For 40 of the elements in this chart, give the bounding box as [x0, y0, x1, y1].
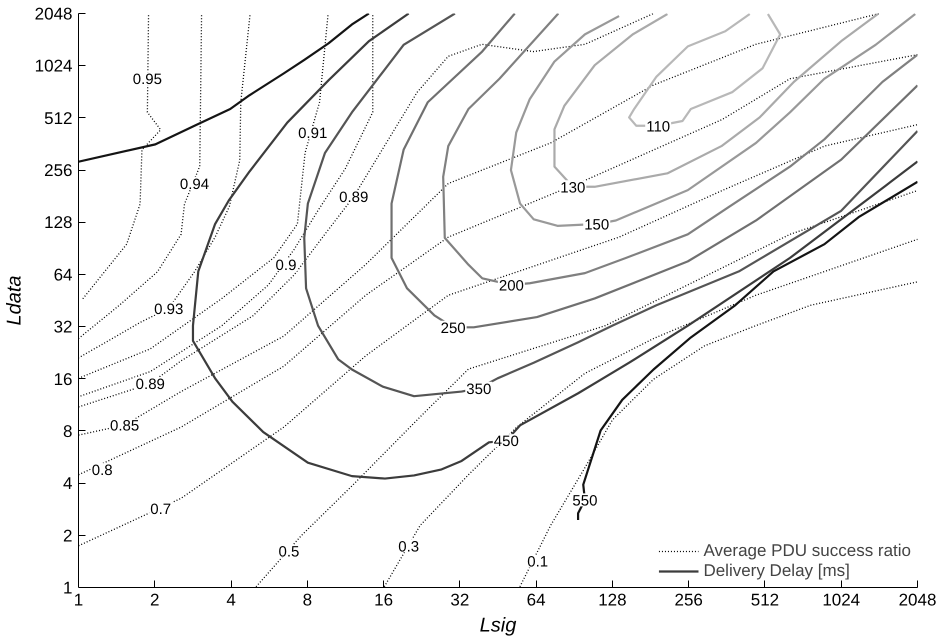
annotation: 0.93	[154, 300, 184, 318]
annotation: 0.95	[132, 71, 162, 88]
annotation: 0.89	[339, 189, 368, 206]
annotation: 0.5	[278, 544, 300, 561]
y-tick-label: 64	[54, 265, 73, 284]
annotation: 0.85	[110, 418, 140, 435]
annotation: 0.1	[527, 554, 548, 571]
y-tick-label: 8	[63, 422, 73, 441]
y-tick-label: 16	[54, 370, 73, 389]
y-tick-label: 32	[54, 318, 73, 337]
x-tick-label: 4	[226, 590, 236, 610]
annotation: 0.7	[150, 500, 172, 518]
x-tick-label: 512	[750, 590, 780, 610]
y-tick-label: 2	[63, 526, 73, 546]
y-tick-label: 1	[63, 578, 73, 598]
x-tick-label: 1024	[822, 590, 860, 610]
annotation: 0.91	[298, 125, 328, 142]
legend-label: Average PDU success ratio	[703, 541, 911, 561]
y-axis-title: Ldata	[4, 275, 26, 326]
y-tick-label: 512	[44, 108, 73, 128]
annotation: 0.94	[180, 176, 210, 194]
y-tick-label: 128	[44, 213, 73, 232]
y-tick-label: 1024	[34, 56, 73, 76]
y-tick-label: 256	[44, 161, 73, 180]
x-tick-label: 128	[598, 590, 627, 610]
x-tick-label: 16	[374, 590, 394, 610]
x-axis-title: Lsig	[480, 614, 516, 636]
x-tick-label: 256	[674, 590, 703, 610]
x-tick-label: 2048	[898, 590, 936, 610]
y-tick-label: 4	[63, 474, 73, 494]
legend-label: Delivery Delay [ms]	[703, 561, 850, 581]
annotation: 0.8	[92, 462, 113, 480]
annotation: 0.9	[276, 257, 296, 274]
annotation: 0.3	[398, 538, 420, 556]
annotation: 0.89	[136, 376, 165, 394]
x-tick-label: 8	[302, 590, 312, 610]
y-tick-label: 2048	[34, 4, 73, 24]
x-tick-label: 64	[526, 590, 546, 610]
x-tick-label: 32	[450, 590, 470, 610]
x-tick-label: 2	[150, 590, 160, 610]
